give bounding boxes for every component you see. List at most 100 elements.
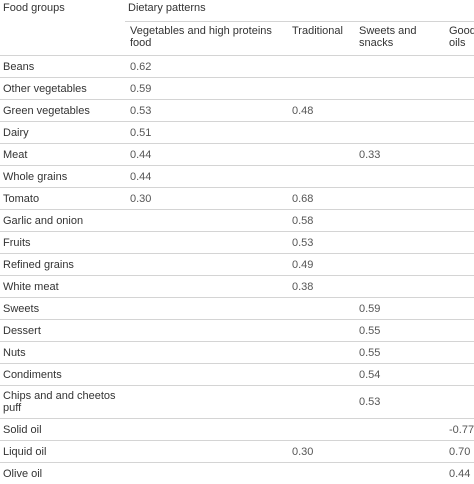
table-row: Dessert 0.55 — [0, 320, 474, 342]
cell-value — [287, 122, 354, 144]
cell-value — [444, 254, 474, 276]
cell-value — [444, 56, 474, 78]
row-label: Dairy — [0, 122, 125, 144]
table-row: Fruits 0.53 — [0, 232, 474, 254]
table-row: Condiments 0.54 — [0, 364, 474, 386]
cell-value: 0.62 — [125, 56, 287, 78]
pattern-header-good-oils: Good oils — [444, 22, 474, 56]
cell-value — [444, 188, 474, 210]
cell-value — [354, 78, 444, 100]
cell-value — [287, 386, 354, 419]
table-row: Other vegetables 0.59 — [0, 78, 474, 100]
cell-value: 0.30 — [287, 441, 354, 463]
cell-value — [125, 254, 287, 276]
cell-value: 0.59 — [125, 78, 287, 100]
cell-value — [444, 166, 474, 188]
table-row: Liquid oil 0.30 0.70 — [0, 441, 474, 463]
cell-value — [125, 276, 287, 298]
cell-value — [287, 342, 354, 364]
table-row: Tomato 0.30 0.68 — [0, 188, 474, 210]
cell-value: 0.49 — [287, 254, 354, 276]
cell-value — [287, 419, 354, 441]
cell-value: 0.30 — [125, 188, 287, 210]
table-row: White meat 0.38 — [0, 276, 474, 298]
cell-value: 0.54 — [354, 364, 444, 386]
cell-value — [287, 298, 354, 320]
cell-value — [287, 144, 354, 166]
cell-value: 0.44 — [125, 166, 287, 188]
cell-value — [287, 364, 354, 386]
table-row: Beans 0.62 — [0, 56, 474, 78]
cell-value — [287, 56, 354, 78]
cell-value: 0.33 — [354, 144, 444, 166]
cell-value — [287, 78, 354, 100]
cell-value: 0.55 — [354, 342, 444, 364]
cell-value — [444, 210, 474, 232]
cell-value: 0.48 — [287, 100, 354, 122]
table-row: Garlic and onion 0.58 — [0, 210, 474, 232]
row-label: Fruits — [0, 232, 125, 254]
cell-value — [354, 166, 444, 188]
cell-value: 0.38 — [287, 276, 354, 298]
table-row: Solid oil -0.77 — [0, 419, 474, 441]
cell-value — [354, 419, 444, 441]
row-label: Tomato — [0, 188, 125, 210]
cell-value — [354, 122, 444, 144]
cell-value — [444, 298, 474, 320]
cell-value — [287, 320, 354, 342]
cell-value — [125, 298, 287, 320]
table-row: Chips and and cheetos puff 0.53 — [0, 386, 474, 419]
cell-value — [444, 364, 474, 386]
row-label: Refined grains — [0, 254, 125, 276]
cell-value — [444, 320, 474, 342]
cell-value — [444, 276, 474, 298]
table-row: Dairy 0.51 — [0, 122, 474, 144]
cell-value — [125, 441, 287, 463]
cell-value — [444, 232, 474, 254]
cell-value — [354, 254, 444, 276]
cell-value — [125, 320, 287, 342]
cell-value — [125, 342, 287, 364]
table-header: Food groups Dietary patterns Vegetables … — [0, 0, 474, 56]
row-label: Sweets — [0, 298, 125, 320]
row-label: Condiments — [0, 364, 125, 386]
row-label: Other vegetables — [0, 78, 125, 100]
row-label: Liquid oil — [0, 441, 125, 463]
row-label: Green vegetables — [0, 100, 125, 122]
cell-value: 0.51 — [125, 122, 287, 144]
pattern-header-vegetables: Vegetables and high proteins food — [125, 22, 287, 56]
cell-value: 0.58 — [287, 210, 354, 232]
header-row-groups: Food groups Dietary patterns — [0, 0, 474, 22]
pattern-header-sweets: Sweets and snacks — [354, 22, 444, 56]
cell-value — [354, 56, 444, 78]
cell-value — [444, 78, 474, 100]
cell-value — [125, 419, 287, 441]
cell-value: 0.70 — [444, 441, 474, 463]
cell-value — [125, 386, 287, 419]
cell-value — [354, 188, 444, 210]
table-row: Green vegetables 0.53 0.48 — [0, 100, 474, 122]
cell-value — [125, 364, 287, 386]
table-row: Sweets 0.59 — [0, 298, 474, 320]
row-label: Dessert — [0, 320, 125, 342]
cell-value — [444, 122, 474, 144]
cell-value: 0.53 — [125, 100, 287, 122]
table-row: Meat 0.44 0.33 — [0, 144, 474, 166]
dietary-patterns-header: Dietary patterns — [125, 0, 474, 22]
food-groups-header: Food groups — [0, 0, 125, 56]
cell-value — [444, 342, 474, 364]
row-label: Garlic and onion — [0, 210, 125, 232]
cell-value — [125, 232, 287, 254]
table-row: Refined grains 0.49 — [0, 254, 474, 276]
cell-value — [125, 210, 287, 232]
cell-value — [444, 144, 474, 166]
row-label: White meat — [0, 276, 125, 298]
cell-value: 0.53 — [354, 386, 444, 419]
table-row: Nuts 0.55 — [0, 342, 474, 364]
cell-value: 0.44 — [125, 144, 287, 166]
row-label: Nuts — [0, 342, 125, 364]
table-row: Whole grains 0.44 — [0, 166, 474, 188]
cell-value — [354, 210, 444, 232]
cell-value — [354, 232, 444, 254]
